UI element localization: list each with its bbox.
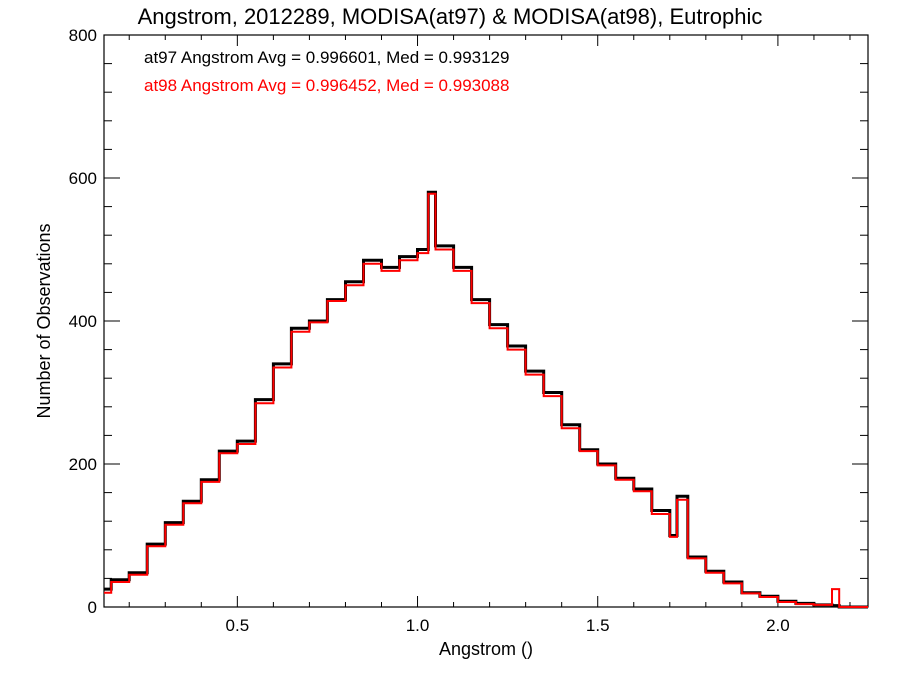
y-axis-label: Number of Observations (34, 223, 54, 418)
annotation-at98: at98 Angstrom Avg = 0.996452, Med = 0.99… (144, 76, 509, 95)
x-tick-label: 0.5 (226, 616, 250, 635)
x-axis-ticks: 0.5 1.0 1.5 2.0 (128, 35, 851, 635)
x-axis-label: Angstrom () (439, 639, 533, 659)
y-axis-ticks: 0 200 400 600 800 (69, 26, 868, 617)
x-tick-label: 1.0 (406, 616, 430, 635)
x-tick-label: 2.0 (766, 616, 790, 635)
y-tick-label: 600 (69, 169, 97, 188)
plot-frame (103, 34, 869, 608)
y-tick-label: 400 (69, 312, 97, 331)
chart-title: Angstrom, 2012289, MODISA(at97) & MODISA… (137, 4, 763, 29)
y-tick-label: 0 (88, 598, 97, 617)
series-line-0 (104, 190, 868, 609)
annotation-at97: at97 Angstrom Avg = 0.996601, Med = 0.99… (144, 48, 509, 67)
y-tick-label: 200 (69, 455, 97, 474)
x-tick-label: 1.5 (586, 616, 610, 635)
y-tick-label: 800 (69, 26, 97, 45)
series-layer (104, 190, 868, 609)
series-line-1 (104, 192, 868, 608)
